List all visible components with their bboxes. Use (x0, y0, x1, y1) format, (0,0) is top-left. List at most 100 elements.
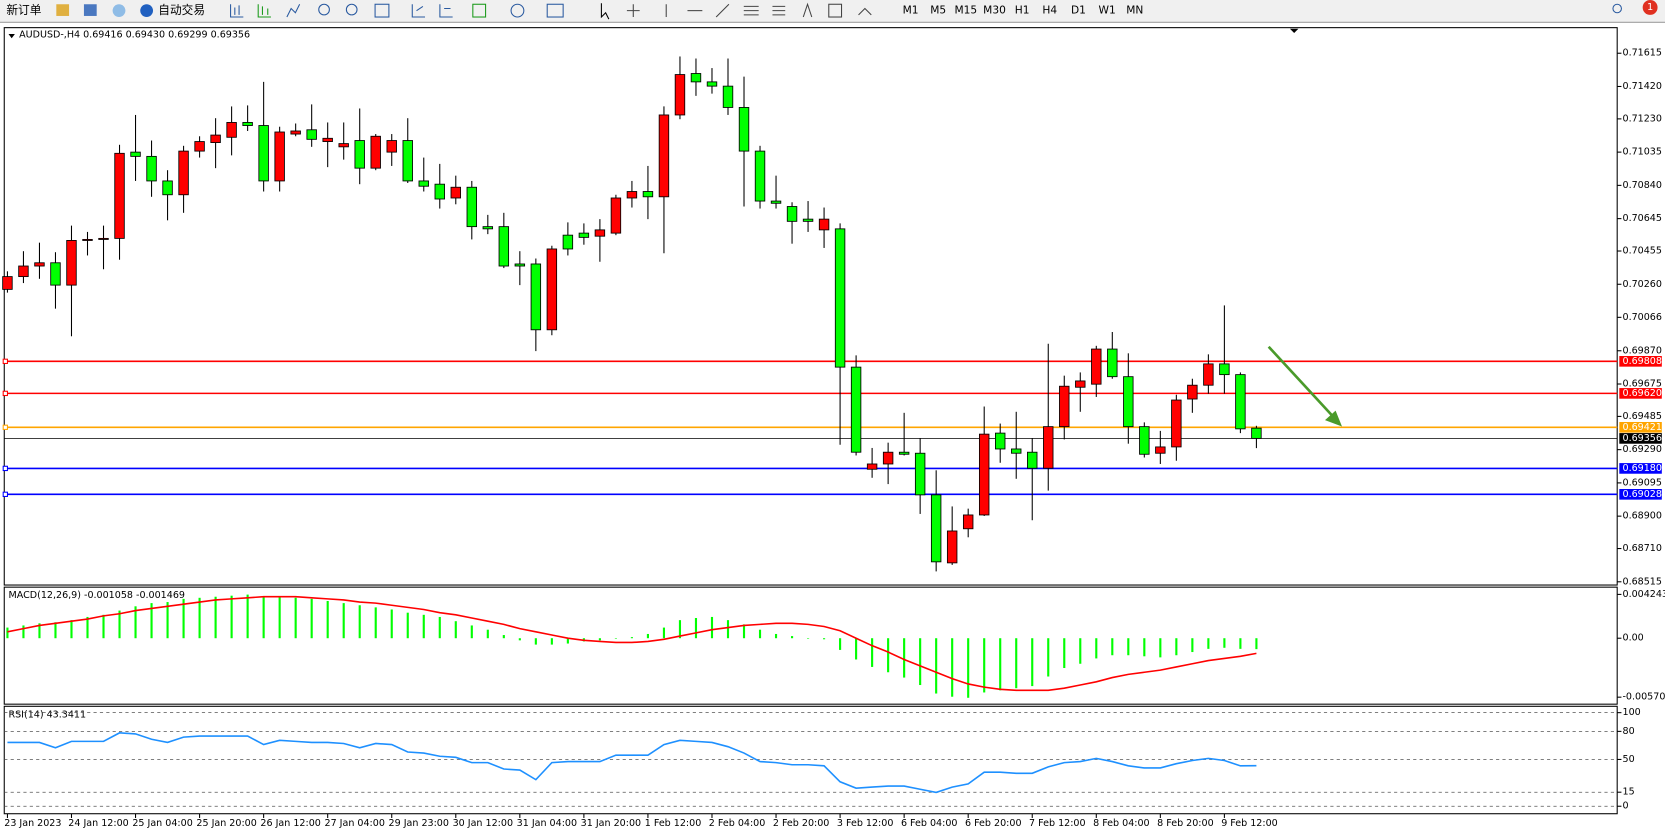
macd-bar (86, 616, 89, 639)
macd-frame (3, 586, 1618, 705)
y-tick-label: 0.70455 (1622, 246, 1661, 257)
macd-bar (758, 629, 762, 639)
icon[interactable] (374, 3, 390, 18)
icon[interactable] (56, 4, 70, 16)
icon[interactable] (715, 3, 730, 18)
icon[interactable] (772, 5, 786, 16)
level-label-bg (1619, 356, 1662, 367)
icon[interactable] (472, 3, 487, 18)
icon[interactable] (546, 3, 564, 18)
candle-body (466, 186, 478, 228)
macd-bar (951, 638, 954, 697)
macd-bar (1255, 638, 1258, 650)
auto-trading-button[interactable]: 自动交易 (158, 3, 205, 17)
candle-body (1171, 399, 1182, 448)
candle-body (450, 186, 461, 199)
icon[interactable] (318, 3, 330, 16)
y-tick-label: 0.71035 (1622, 147, 1661, 158)
y-tick-label: 0.70840 (1622, 180, 1661, 191)
level-marker (2, 390, 8, 397)
candle-body (674, 74, 686, 116)
candle-body (146, 155, 157, 182)
icon[interactable] (230, 4, 244, 18)
candle-body (1235, 374, 1246, 430)
macd-bar (438, 616, 441, 639)
notification-badge[interactable] (1642, 0, 1658, 15)
level-marker (2, 424, 8, 430)
macd-bar (935, 638, 938, 694)
macd-bar (614, 638, 617, 639)
x-tick-label: 25 Jan 04:00 (132, 818, 192, 829)
x-tick-label: 7 Feb 12:00 (1029, 818, 1086, 829)
macd-bar (806, 638, 810, 639)
timeframe-button[interactable]: D1 (1071, 4, 1086, 17)
candle-body (226, 122, 237, 138)
timeframe-button[interactable]: H1 (1015, 4, 1030, 17)
icon[interactable] (411, 4, 426, 18)
x-tick-label: 29 Jan 23:00 (389, 818, 449, 829)
icon[interactable] (743, 5, 759, 16)
macd-bar (54, 622, 57, 639)
macd-bar (999, 638, 1002, 691)
macd-bar (662, 627, 666, 639)
icon[interactable] (345, 3, 358, 16)
icon[interactable] (600, 3, 610, 20)
candle-body (562, 234, 574, 250)
candle-body (434, 183, 445, 200)
main-frame (3, 27, 1618, 586)
candle-body (754, 150, 766, 202)
timeframe-button[interactable]: M30 (983, 4, 1006, 17)
candle-body (98, 237, 109, 240)
y-tick-label: 0.69870 (1622, 345, 1661, 356)
icon[interactable] (802, 2, 813, 18)
last-price-bg (1619, 433, 1662, 444)
icon[interactable] (286, 4, 301, 18)
macd-bar (486, 629, 489, 639)
icon[interactable] (510, 3, 525, 18)
icon[interactable] (112, 4, 126, 18)
icon[interactable] (626, 4, 640, 18)
macd-bar (534, 638, 537, 645)
timeframe-button[interactable]: M15 (955, 4, 978, 17)
candle-body (258, 125, 269, 182)
icon[interactable] (858, 7, 872, 16)
macd-bar (518, 638, 521, 641)
new-order-button[interactable]: 新订单 (6, 3, 41, 17)
candle-body (786, 206, 798, 222)
rsi-title: RSI(14) 43.3411 (9, 709, 87, 720)
plot: AUDUSD-,H4 0.69416 0.69430 0.69299 0.693… (2, 30, 1665, 829)
frames (3, 27, 1618, 815)
macd-bar (1095, 638, 1098, 659)
macd-bar (1143, 638, 1146, 657)
candle-body (578, 232, 590, 238)
candle-body (1139, 426, 1150, 455)
macd-bar (358, 605, 361, 639)
macd-bar (1127, 638, 1130, 656)
candle-body (722, 85, 734, 108)
candle-body (706, 81, 718, 87)
arrow-shaft (1267, 345, 1335, 418)
macd-bar (694, 618, 698, 639)
timeframe-button[interactable]: W1 (1099, 4, 1116, 17)
shift-marker (1289, 28, 1299, 33)
icon[interactable] (257, 4, 271, 18)
timeframe-button[interactable]: M1 (903, 4, 919, 17)
candle-body (946, 530, 958, 564)
timeframe-button[interactable]: MN (1126, 4, 1143, 17)
y-tick-label: 0.68900 (1622, 511, 1661, 522)
macd-bar (566, 638, 569, 644)
y-tick-label: 50 (1622, 754, 1634, 765)
x-tick-label: 9 Feb 12:00 (1221, 818, 1278, 829)
icon[interactable] (83, 4, 97, 16)
macd-bar (70, 620, 73, 639)
level-label-bg (1619, 421, 1662, 433)
macd-bar (470, 625, 473, 639)
notification-count: 1 (1647, 2, 1653, 13)
search-icon[interactable] (1612, 3, 1622, 14)
timeframe-button[interactable]: M5 (930, 4, 946, 17)
macd-bar (1159, 638, 1162, 658)
timeframe-button[interactable]: H4 (1042, 4, 1057, 17)
auto-trading-icon[interactable] (140, 4, 154, 18)
icon[interactable] (828, 3, 843, 18)
icon[interactable] (439, 4, 453, 18)
